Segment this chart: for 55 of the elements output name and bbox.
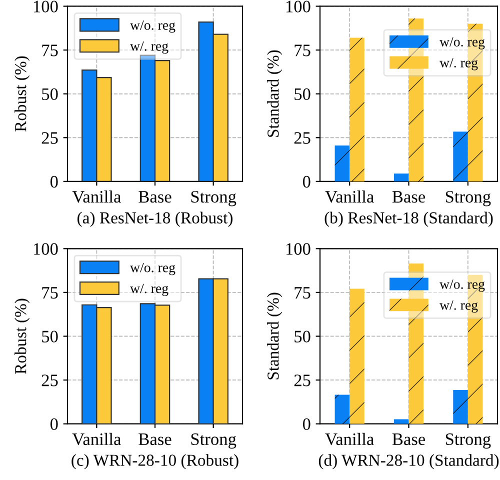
y-tick-label: 100: [34, 243, 58, 255]
y-tick-label: 25: [294, 132, 310, 144]
bar: [453, 390, 468, 424]
y-tick-label: 0: [50, 176, 58, 188]
x-tick-label: Base: [138, 191, 172, 203]
y-tick-label: 100: [34, 0, 58, 12]
legend-label: w/. reg: [130, 41, 168, 54]
y-tick-label: 50: [42, 330, 58, 342]
y-tick-label: 100: [286, 243, 310, 255]
bar: [350, 288, 364, 424]
x-axis-title: (d) WRN-28-10 (Standard): [318, 454, 499, 470]
y-tick-label: 50: [294, 330, 310, 342]
x-tick-label: Strong: [446, 433, 491, 449]
x-axis-title: (b) ResNet-18 (Standard): [324, 212, 493, 227]
legend-label: w/o. reg: [130, 262, 176, 276]
y-tick-label: 75: [294, 287, 310, 299]
x-tick-label: Strong: [446, 190, 491, 206]
x-tick-label: Vanilla: [72, 432, 122, 446]
legend-label: w/o. reg: [440, 280, 485, 292]
y-tick-label: 25: [294, 374, 310, 386]
legend-label: w/. reg: [130, 284, 168, 296]
x-tick-label: Base: [138, 434, 172, 446]
legend-label: w/o. reg: [130, 20, 176, 33]
x-tick-label: Base: [392, 191, 426, 203]
y-tick-label: 75: [42, 287, 58, 299]
legend-label: w/. reg: [440, 300, 478, 313]
y-axis-title: Robust (%): [14, 56, 30, 132]
legend-label: w/o. reg: [440, 37, 485, 50]
y-tick-label: 100: [286, 0, 310, 12]
y-tick-label: 50: [42, 88, 58, 100]
y-tick-label: 50: [294, 88, 310, 100]
bar: [453, 132, 468, 182]
bar: [350, 38, 364, 182]
x-tick-label: Vanilla: [325, 432, 374, 446]
y-tick-label: 75: [294, 44, 310, 56]
y-tick-label: 0: [50, 418, 58, 430]
y-tick-label: 75: [42, 44, 58, 56]
bar: [334, 146, 350, 182]
y-tick-label: 25: [42, 132, 58, 144]
bar: [394, 174, 409, 182]
x-axis-title: (a) ResNet-18 (Robust): [78, 212, 232, 227]
y-axis-title: Robust (%): [14, 298, 30, 374]
x-tick-label: Strong: [191, 433, 236, 449]
x-tick-label: Strong: [191, 190, 236, 206]
y-tick-label: 0: [302, 418, 310, 430]
y-axis-title: Standard (%): [267, 292, 282, 380]
x-tick-label: Vanilla: [325, 190, 374, 203]
y-tick-label: 25: [42, 374, 58, 386]
y-tick-label: 0: [302, 176, 310, 188]
x-tick-label: Base: [392, 434, 426, 446]
y-axis-title: Standard (%): [267, 50, 282, 137]
legend-label: w/. reg: [440, 58, 478, 70]
bar: [334, 394, 350, 424]
x-axis-title: (c) WRN-28-10 (Robust): [72, 454, 238, 470]
x-tick-label: Vanilla: [72, 190, 122, 203]
